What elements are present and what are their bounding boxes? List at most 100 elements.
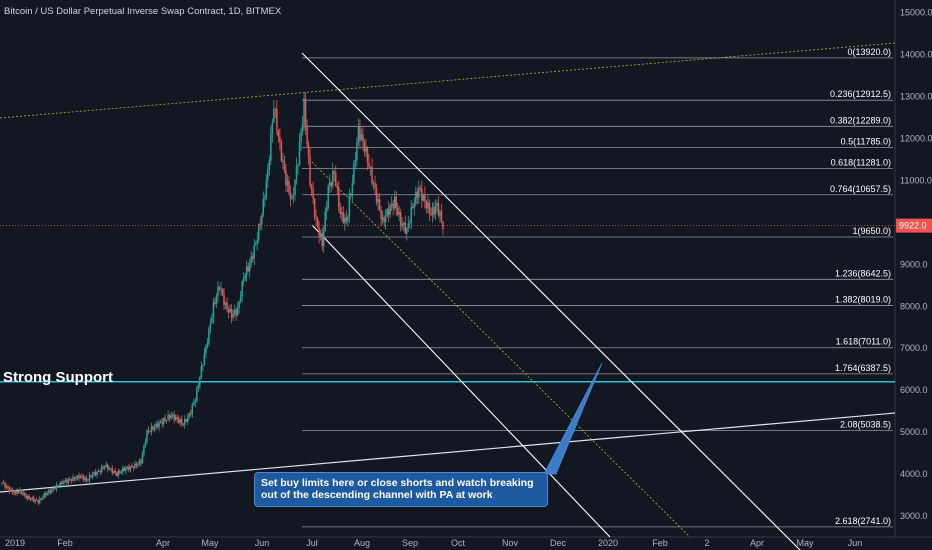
candle-body bbox=[122, 467, 124, 472]
candle-body bbox=[425, 201, 428, 209]
candle-body bbox=[277, 130, 280, 137]
candle-body bbox=[209, 323, 212, 329]
candle-body bbox=[58, 485, 61, 487]
candle-body bbox=[418, 187, 420, 198]
fib-level-label: 0.382(12289.0) bbox=[830, 115, 891, 125]
candle-body bbox=[220, 288, 222, 290]
candle-body bbox=[440, 211, 443, 222]
candle-body bbox=[143, 445, 145, 454]
x-tick-label: Sep bbox=[402, 538, 418, 548]
candle-body bbox=[108, 468, 110, 470]
candle-body bbox=[96, 471, 98, 475]
candle-body bbox=[262, 198, 265, 216]
candle-body bbox=[206, 343, 209, 346]
candle-body bbox=[386, 208, 388, 217]
candle-body bbox=[5, 486, 8, 488]
candle-body bbox=[93, 471, 95, 475]
candle-body bbox=[76, 475, 79, 479]
candle-body bbox=[259, 223, 262, 225]
candle-body bbox=[333, 171, 336, 174]
candle-body bbox=[427, 202, 429, 209]
candle-body bbox=[230, 308, 233, 318]
candle-body bbox=[55, 484, 58, 490]
fib-level-label: 2.618(2741.0) bbox=[835, 516, 891, 526]
candle-body bbox=[256, 239, 258, 244]
candle-body bbox=[274, 108, 277, 110]
y-tick-label: 9000.0 bbox=[900, 259, 928, 269]
candle-body bbox=[162, 418, 165, 425]
candle-body bbox=[313, 198, 316, 217]
candle-body bbox=[245, 266, 248, 276]
candle-body bbox=[264, 198, 266, 200]
candle-body bbox=[208, 328, 210, 344]
candle-body bbox=[283, 160, 286, 171]
x-tick-label: Jul bbox=[306, 538, 318, 548]
x-tick-label: 2020 bbox=[598, 538, 618, 548]
candle-body bbox=[363, 142, 366, 152]
y-tick-label: 7000.0 bbox=[900, 343, 928, 353]
fib-level-label: 1.236(8642.5) bbox=[835, 268, 891, 278]
candle-body bbox=[64, 480, 67, 482]
candle-body bbox=[105, 464, 107, 468]
candle-body bbox=[339, 207, 342, 215]
candle-body bbox=[90, 475, 92, 477]
candle-body bbox=[1, 482, 3, 484]
candle-body bbox=[300, 131, 302, 142]
chart-title: Bitcoin / US Dollar Perpetual Inverse Sw… bbox=[4, 6, 282, 17]
candle-body bbox=[109, 468, 112, 470]
y-tick-label: 4000.0 bbox=[900, 469, 928, 479]
candle-body bbox=[51, 488, 53, 493]
candle-body bbox=[419, 187, 422, 189]
x-tick-label: Jun bbox=[848, 538, 863, 548]
candle-body bbox=[223, 294, 225, 305]
candle-body bbox=[113, 470, 115, 473]
x-tick-label: Aug bbox=[354, 538, 370, 548]
candle-body bbox=[312, 189, 314, 199]
candle-body bbox=[147, 430, 150, 432]
candle-body bbox=[413, 203, 416, 208]
y-tick-label: 14000.0 bbox=[900, 50, 932, 60]
candle-body bbox=[63, 481, 65, 484]
candle-body bbox=[179, 419, 181, 423]
rising-support-line bbox=[0, 412, 896, 493]
upper-trendline bbox=[0, 42, 896, 119]
candle-body bbox=[248, 263, 251, 272]
candle-body bbox=[25, 495, 27, 499]
candle-body bbox=[421, 188, 423, 201]
candle-body bbox=[190, 413, 192, 415]
candle-body bbox=[347, 216, 349, 222]
candle-body bbox=[396, 207, 399, 215]
x-tick-label: Nov bbox=[502, 538, 519, 548]
candle-body bbox=[215, 296, 218, 304]
fib-level-label: 1.618(7011.0) bbox=[836, 337, 891, 347]
candle-body bbox=[211, 317, 213, 324]
candle-body bbox=[75, 478, 77, 480]
candle-body bbox=[406, 227, 408, 234]
candle-body bbox=[322, 230, 325, 247]
candle-body bbox=[214, 302, 216, 304]
fib-level-label: 2.08(5038.5) bbox=[840, 420, 891, 430]
candle-body bbox=[271, 122, 274, 134]
candle-body bbox=[398, 212, 400, 215]
candle-body bbox=[49, 490, 52, 493]
candle-body bbox=[235, 309, 237, 316]
candle-body bbox=[197, 385, 200, 389]
candle-body bbox=[196, 388, 198, 401]
fib-level-label: 1.764(6387.5) bbox=[835, 363, 891, 373]
candle-body bbox=[78, 475, 80, 479]
candle-body bbox=[22, 492, 24, 495]
candle-body bbox=[103, 467, 106, 469]
candle-body bbox=[238, 301, 240, 309]
candle-body bbox=[344, 217, 346, 224]
candle-body bbox=[185, 419, 188, 422]
candle-body bbox=[428, 202, 431, 214]
candle-body bbox=[241, 281, 243, 298]
candle-body bbox=[35, 499, 38, 501]
candle-body bbox=[88, 475, 91, 481]
candle-body bbox=[402, 222, 405, 225]
candle-body bbox=[226, 302, 228, 310]
y-tick-label: 3000.0 bbox=[900, 511, 928, 521]
candle-body bbox=[338, 187, 340, 208]
candle-body bbox=[377, 199, 379, 203]
candle-body bbox=[422, 194, 425, 201]
